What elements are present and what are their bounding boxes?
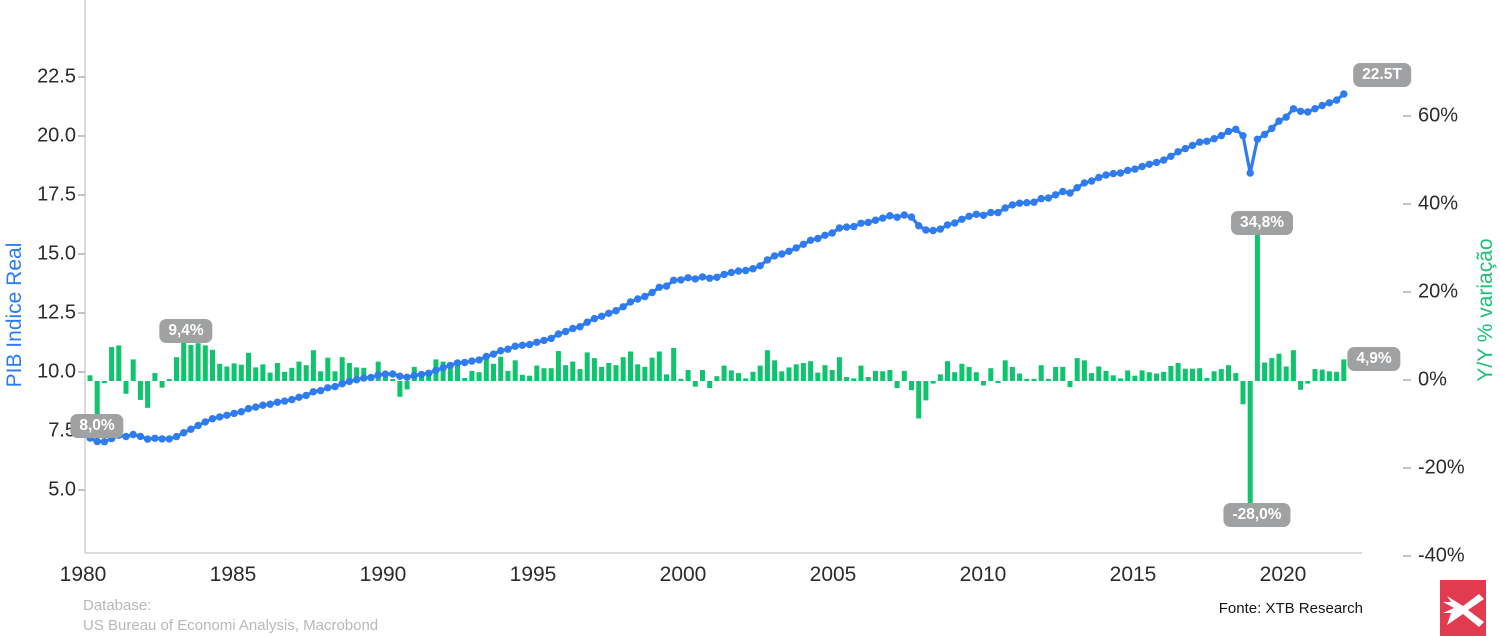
right-axis-title: Y/Y % variação: [1474, 238, 1497, 382]
right-axis-tick: 60%: [1418, 104, 1459, 127]
xtb-logo: [1440, 580, 1486, 636]
x-axis-tick: 2010: [959, 563, 1007, 586]
x-axis-tick: 1990: [359, 563, 407, 586]
x-axis-tick: 1985: [209, 563, 257, 586]
left-axis-tick: 20.0: [37, 124, 76, 147]
footer-database-source: US Bureau of Economi Analysis, Macrobond: [83, 617, 379, 634]
left-axis-tick: 22.5: [37, 65, 76, 88]
left-axis-tick: 17.5: [37, 183, 76, 206]
axis-lines: [78, 0, 1411, 557]
right-axis-tick: 40%: [1418, 192, 1459, 215]
left-axis-tick: 10.0: [37, 360, 76, 383]
annotation-badge-latest-growth: 4,9%: [1347, 347, 1401, 371]
footer-database-label: Database:: [83, 597, 152, 614]
x-axis-tick: 1995: [509, 563, 557, 586]
footer-source: Fonte: XTB Research: [1218, 600, 1363, 617]
gdp-line-series: [86, 90, 1348, 446]
xtb-logo-x-icon: [1443, 594, 1484, 627]
right-axis-tick: 0%: [1418, 368, 1447, 391]
left-axis-tick: 5.0: [48, 478, 76, 501]
x-axis-tick: 2015: [1109, 563, 1157, 586]
annotation-badge-covid-drop: -28,0%: [1223, 503, 1291, 527]
x-axis-tick: 1980: [59, 563, 107, 586]
annotation-badge-1983-peak: 9,4%: [159, 319, 213, 343]
footer-database: Database: US Bureau of Economi Analysis,…: [83, 596, 378, 636]
right-axis-tick: 20%: [1418, 280, 1459, 303]
right-axis-tick: -20%: [1418, 456, 1465, 479]
right-axis-tick: -40%: [1418, 544, 1465, 567]
x-axis-tick: 2005: [809, 563, 857, 586]
left-axis-tick: 12.5: [37, 301, 76, 324]
left-axis-tick: 15.0: [37, 242, 76, 265]
growth-bars-series: [87, 227, 1347, 505]
annotation-badge-covid-rebound: 34,8%: [1231, 211, 1293, 235]
x-axis-tick: 2000: [659, 563, 707, 586]
annotation-badge-latest-level: 22.5T: [1353, 63, 1411, 87]
annotation-badge-1980-drop: 8,0%: [70, 414, 124, 438]
left-axis-tick: 7.5: [48, 419, 76, 442]
x-axis-tick: 2020: [1259, 563, 1307, 586]
